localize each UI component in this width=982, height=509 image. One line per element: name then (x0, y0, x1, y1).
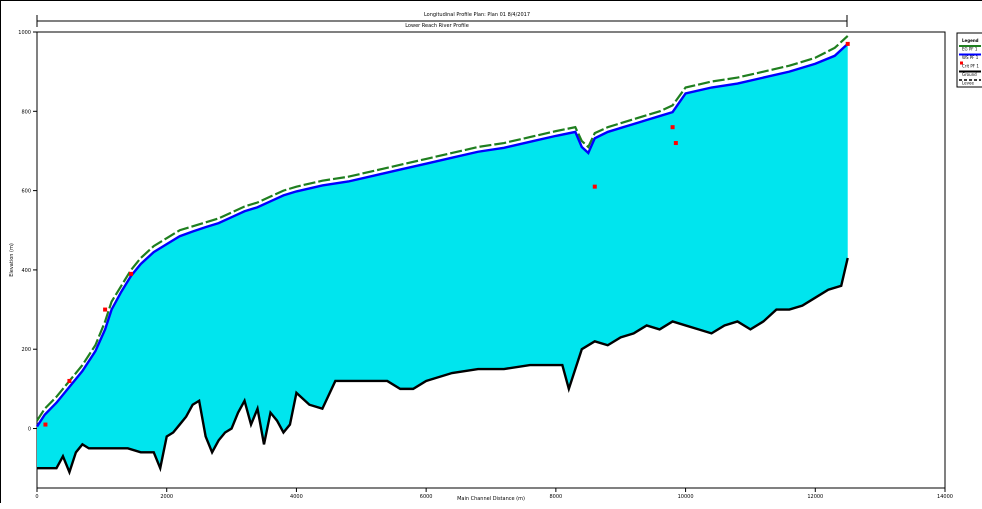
plot-subtitle: Lower Reach River Profile (405, 23, 469, 29)
legend: Legend EG PF 1 WS PF 1 Crit PF 1 Ground Levee (956, 32, 982, 88)
x-tick-label: 0 (35, 494, 38, 500)
y-tick-label: 600 (21, 189, 31, 195)
crit-marker-7 (845, 41, 850, 46)
crit-marker-6 (673, 141, 678, 146)
series-line-ground (37, 257, 849, 476)
legend-entry-ground: Ground (959, 70, 981, 77)
legend-label: WS PF 1 (962, 55, 979, 60)
x-tick-label: 8000 (549, 494, 562, 500)
title-box: Longitudinal Profile Plan: Plan 01 8/4/2… (36, 12, 848, 29)
series-line-ws-pf-1 (35, 43, 849, 428)
legend-entry-crit-pf-1: Crit PF 1 (960, 61, 979, 69)
crit-marker-5 (670, 125, 675, 130)
y-tick-label: 200 (21, 347, 31, 353)
plot-title: Longitudinal Profile Plan: Plan 01 8/4/2… (424, 12, 530, 18)
crit-marker-4 (592, 184, 597, 189)
x-tick-label: 12000 (807, 494, 823, 500)
water-fill-area (37, 43, 848, 473)
y-tick-label: 0 (28, 427, 31, 433)
y-axis-label: Elevation (m) (9, 243, 15, 277)
legend-entry-levee: Levee (959, 79, 981, 86)
x-axis-label: Main Channel Distance (m) (457, 496, 525, 502)
x-tick-label: 4000 (290, 494, 303, 500)
crit-marker-2 (103, 307, 108, 312)
legend-label: Crit PF 1 (962, 64, 979, 69)
legend-entry-ws-pf-1: WS PF 1 (959, 53, 981, 60)
legend-label: EG PF 1 (962, 47, 978, 52)
legend-entry-eg-pf-1: EG PF 1 (959, 45, 981, 52)
y-tick-label: 400 (21, 268, 31, 274)
legend-swatch (960, 61, 963, 65)
plot-area: 0 2000 4000 6000 8000 10000 12000 14000 0 200 400 6… (9, 30, 953, 502)
legend-label: Legend (962, 38, 979, 43)
y-tick-label: 800 (21, 109, 31, 115)
x-tick-label: 10000 (678, 494, 694, 500)
crit-marker-0 (43, 422, 48, 427)
crit-marker-3 (129, 271, 134, 276)
x-tick-label: 6000 (420, 494, 433, 500)
crit-marker-1 (67, 378, 72, 383)
legend-label: Ground (962, 72, 977, 77)
legend-entry-legend: Legend (962, 38, 979, 43)
series-line-eg-pf-1 (36, 35, 849, 422)
x-tick-label: 2000 (160, 494, 173, 500)
x-tick-label: 14000 (937, 494, 953, 500)
legend-label: Levee (962, 81, 974, 86)
y-tick-label: 1000 (18, 30, 31, 36)
